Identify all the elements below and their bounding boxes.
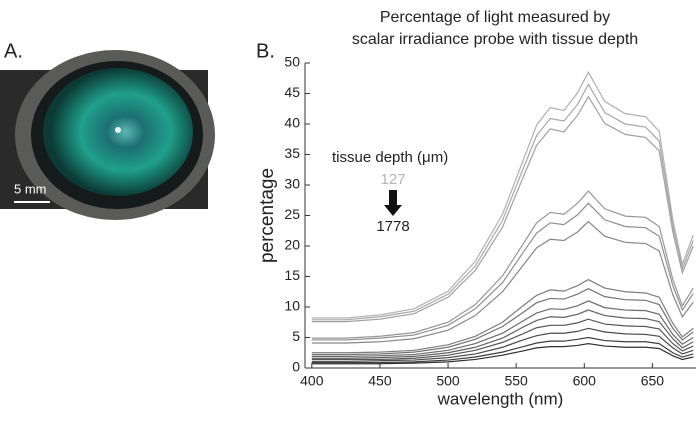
chart-title: Percentage of light measured by: [380, 9, 610, 26]
series-line: [311, 202, 694, 341]
series-line: [311, 278, 694, 354]
series-line: [311, 336, 694, 364]
y-tick-label: 5: [292, 328, 300, 344]
series-line: [311, 309, 694, 359]
series-line: [311, 318, 694, 361]
series-line: [311, 190, 694, 339]
series-line: [311, 288, 694, 356]
annotation-to: 1778: [376, 218, 409, 235]
x-axis-label: wavelength (nm): [437, 389, 564, 408]
y-tick-label: 30: [284, 176, 300, 192]
x-tick-label: 650: [641, 373, 665, 389]
x-tick-label: 550: [504, 373, 528, 389]
annotation-arrow: [384, 190, 402, 216]
y-tick-label: 25: [284, 206, 300, 222]
series-line: [311, 70, 694, 319]
y-tick-label: 10: [284, 298, 300, 314]
panel-label: A.: [4, 40, 23, 62]
y-tick-label: 15: [284, 267, 300, 283]
scale-bar-label: 5 mm: [14, 181, 47, 196]
x-tick-label: 500: [436, 373, 460, 389]
chart-title: scalar irradiance probe with tissue dept…: [352, 31, 638, 48]
photo: 5 mm: [0, 50, 215, 220]
y-tick-label: 50: [284, 54, 300, 70]
series-line: [311, 220, 694, 344]
series-line: [311, 95, 694, 323]
y-tick-label: 0: [292, 359, 300, 375]
series-line: [311, 327, 694, 362]
x-tick-label: 400: [300, 373, 324, 389]
y-tick-label: 35: [284, 145, 300, 161]
annotation-label: tissue depth (μm): [332, 149, 448, 166]
y-axis-label: percentage: [257, 168, 278, 263]
x-tick-label: 450: [368, 373, 392, 389]
series-line: [311, 300, 694, 358]
x-tick-label: 600: [573, 373, 597, 389]
probe-tip: [115, 127, 121, 133]
plot: Percentage of light measured by scalar ir…: [257, 9, 696, 408]
y-tick-label: 45: [284, 84, 300, 100]
y-tick-label: 20: [284, 237, 300, 253]
annotation-from: 127: [380, 171, 405, 188]
y-tick-label: 40: [284, 115, 300, 131]
series-line: [311, 83, 694, 321]
panel-label: B.: [256, 40, 275, 62]
series-line: [311, 342, 694, 365]
